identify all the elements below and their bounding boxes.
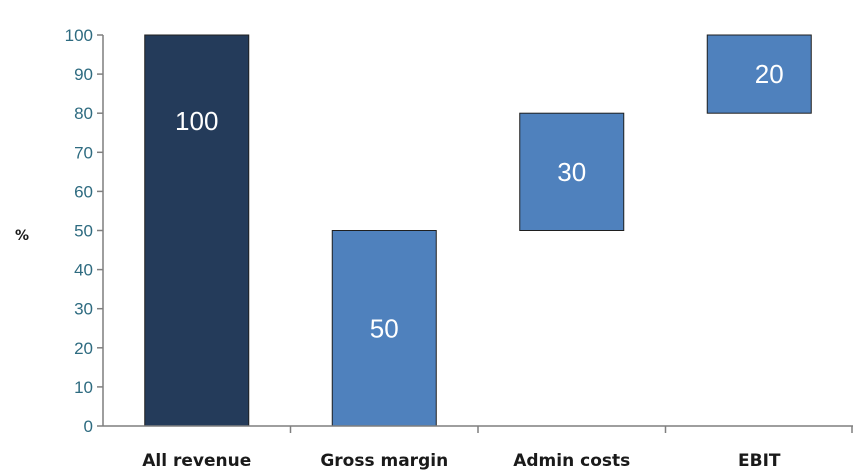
- bar-gross-margin: [331, 230, 437, 427]
- y-tick-label: 20: [74, 339, 93, 358]
- y-tick-label: 100: [65, 26, 93, 45]
- x-category-label: Admin costs: [513, 451, 630, 470]
- bar-value-label: 30: [557, 157, 586, 187]
- y-tick-label: 90: [74, 65, 93, 84]
- x-category-label: Gross margin: [320, 451, 448, 470]
- y-tick-label: 50: [74, 222, 93, 241]
- y-tick-label: 70: [74, 143, 93, 162]
- y-tick-label: 80: [74, 104, 93, 123]
- bar-ebit: [706, 34, 812, 114]
- y-tick-label: 10: [74, 378, 93, 397]
- bar-value-label: 50: [370, 313, 399, 343]
- y-axis-label: %: [15, 228, 29, 244]
- bars-layer: [144, 34, 812, 427]
- y-tick-label: 30: [74, 300, 93, 319]
- bar-admin-costs: [519, 112, 625, 231]
- labels-layer: 100 50 30 20 All revenue Gross margin Admin co…: [142, 59, 783, 470]
- axes-layer: 0 10 20 30 40 50 60 70 80 90 100: [65, 26, 853, 436]
- y-tick-label: 40: [74, 261, 93, 280]
- y-tick-label: 60: [74, 182, 93, 201]
- bar-value-label: 20: [755, 59, 784, 89]
- bar-value-label: 100: [175, 106, 218, 136]
- x-category-label: EBIT: [738, 451, 781, 470]
- y-tick-label: 0: [84, 417, 93, 436]
- x-category-label: All revenue: [142, 451, 251, 470]
- bar-all-revenue: [144, 34, 250, 427]
